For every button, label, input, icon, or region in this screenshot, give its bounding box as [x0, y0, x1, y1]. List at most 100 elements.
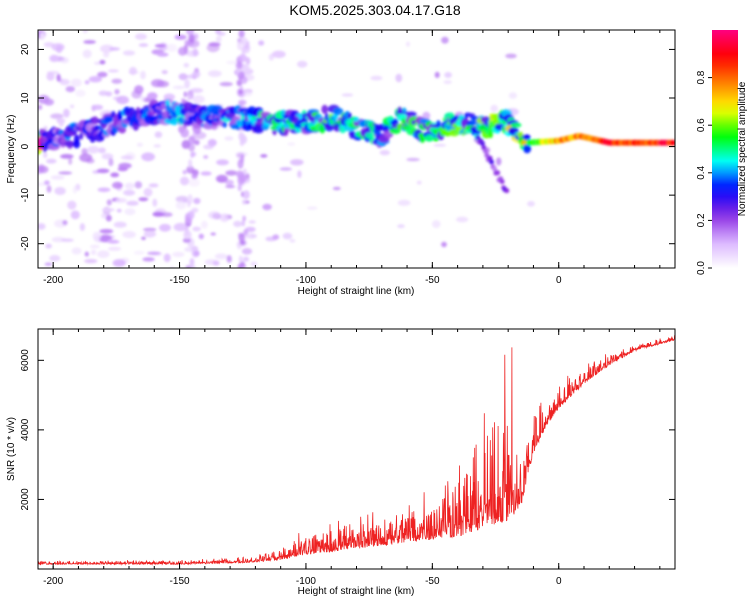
heatmap-cell — [192, 95, 205, 104]
heatmap-cell — [239, 139, 245, 147]
heatmap-cell — [203, 144, 214, 150]
heatmap-cell — [105, 214, 112, 222]
heatmap-cell — [456, 216, 469, 223]
y-tick-label: 4000 — [20, 418, 31, 441]
heatmap-cell — [172, 85, 186, 90]
heatmap-cell — [192, 131, 196, 138]
heatmap-cell — [44, 262, 53, 266]
heatmap-cell — [154, 44, 166, 48]
heatmap-cell — [173, 222, 188, 232]
heatmap-cell — [192, 48, 199, 57]
heatmap-cell — [174, 34, 187, 40]
heatmap-cell — [49, 254, 61, 262]
x-tick-label: -150 — [170, 275, 190, 286]
heatmap-cell — [333, 107, 344, 116]
heatmap-cell — [181, 139, 191, 149]
heatmap-cell — [297, 60, 308, 68]
heatmap-cell — [116, 208, 122, 213]
snr-series-line — [38, 335, 675, 566]
heatmap-cell — [487, 155, 493, 161]
heatmap-cell — [134, 85, 144, 95]
heatmap-y-label: Frequency (Hz) — [6, 115, 17, 184]
heatmap-cell — [306, 206, 318, 210]
heatmap-cell — [126, 200, 139, 206]
heatmap-cell — [225, 179, 234, 186]
x-tick-label: 0 — [556, 275, 562, 286]
heatmap-cell — [241, 248, 253, 255]
heatmap-cell — [136, 107, 141, 112]
heatmap-cell — [523, 144, 532, 154]
heatmap-cell — [117, 112, 123, 121]
colorbar-tick-label: 0.4 — [696, 165, 707, 179]
heatmap-cell — [242, 63, 250, 70]
heatmap-cell — [50, 113, 64, 119]
heatmap-cell — [422, 111, 431, 120]
heatmap-cell — [88, 76, 102, 83]
heatmap-cell — [198, 233, 204, 240]
heatmap-cell — [222, 121, 228, 128]
heatmap-cell — [262, 203, 272, 211]
heatmap-cell — [72, 186, 77, 194]
heatmap-cell — [242, 256, 250, 262]
heatmap-cell — [215, 174, 228, 183]
heatmap-cell — [44, 180, 50, 185]
heatmap-cell — [527, 201, 535, 207]
heatmap-cell — [58, 171, 73, 175]
heatmap-cell — [148, 183, 159, 188]
y-tick-label: 0 — [20, 143, 31, 149]
heatmap-cell — [108, 158, 114, 167]
heatmap-cell — [238, 71, 245, 79]
heatmap-cell — [489, 159, 494, 165]
heatmap-cell — [239, 37, 248, 46]
heatmap-cell — [54, 187, 66, 195]
heatmap-cell — [159, 223, 171, 232]
heatmap-cell — [238, 54, 247, 63]
heatmap-cell — [135, 33, 147, 40]
heatmap-cell — [58, 118, 64, 127]
heatmap-cell — [188, 159, 193, 169]
heatmap-cell — [201, 220, 208, 229]
heatmap-cell — [138, 197, 149, 202]
heatmap-cell — [353, 117, 360, 123]
heatmap-cell — [505, 53, 517, 59]
snr-x-axis: -200 -150 -100 -50 0 — [43, 329, 661, 587]
heatmap-cell — [114, 89, 120, 95]
heatmap-cell — [225, 170, 238, 176]
heatmap-cell — [238, 99, 247, 106]
heatmap-cell — [183, 91, 187, 98]
heatmap-cell — [191, 207, 199, 213]
heatmap-cell — [237, 158, 244, 169]
heatmap-cell — [203, 155, 209, 159]
heatmap-cell — [75, 89, 86, 97]
heatmap-cell — [97, 71, 108, 78]
heatmap-cell — [79, 223, 85, 231]
heatmap-cell — [92, 231, 102, 241]
heatmap-cell — [84, 259, 98, 264]
heatmap-cell — [101, 208, 115, 212]
heatmap-cell — [67, 200, 77, 210]
y-tick-label: 6000 — [20, 349, 31, 372]
heatmap-cell — [321, 104, 329, 114]
heatmap-cell — [84, 251, 89, 257]
heatmap-cell — [241, 220, 245, 227]
heatmap-cell — [64, 140, 76, 148]
heatmap-cell — [217, 32, 226, 36]
heatmap-cell — [224, 136, 234, 141]
heatmap-cell — [239, 85, 243, 91]
heatmap-cell — [90, 249, 97, 256]
heatmap-cell — [268, 53, 275, 61]
heatmap-cell — [123, 189, 136, 196]
heatmap-cell — [100, 44, 114, 53]
heatmap-cell — [109, 47, 120, 51]
heatmap-cell — [111, 78, 122, 84]
heatmap-cell — [242, 190, 250, 200]
heatmap-cell — [178, 73, 188, 81]
heatmap-cell — [186, 30, 195, 36]
heatmap-cell — [397, 224, 405, 229]
heatmap-cell — [402, 107, 407, 114]
y-tick-label: 10 — [20, 92, 31, 104]
heatmap-cell — [190, 246, 199, 252]
heatmap-cell — [208, 211, 221, 220]
heatmap-cell — [199, 105, 209, 113]
heatmap-y-axis: -20 -10 0 10 20 — [20, 43, 675, 251]
